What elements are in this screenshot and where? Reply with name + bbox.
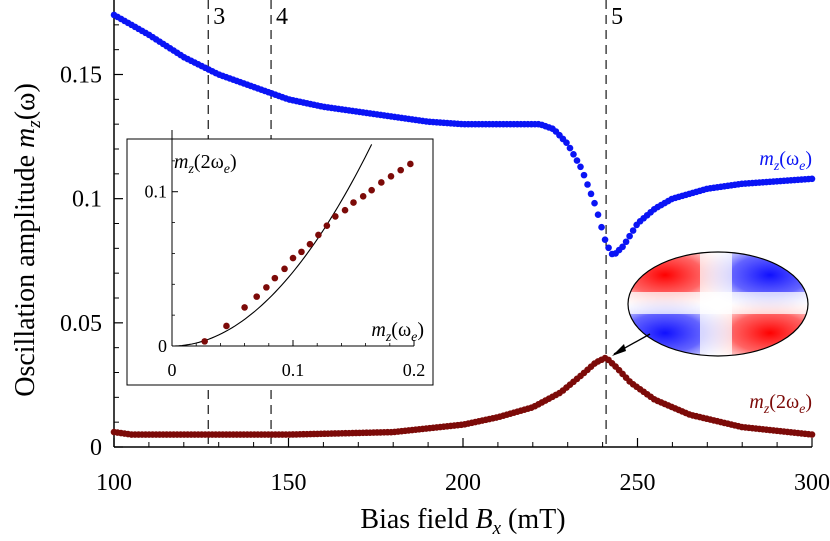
data-point	[594, 211, 602, 219]
inset-x-tick-label: 0.1	[282, 360, 305, 380]
inset-data-point	[263, 284, 270, 291]
marker-label: 4	[276, 4, 288, 30]
data-point	[563, 139, 570, 147]
data-point	[626, 232, 633, 240]
data-point	[598, 223, 605, 231]
inset-data-point	[387, 172, 395, 180]
inset-data-point	[323, 222, 331, 229]
inset-data-point	[350, 199, 357, 206]
data-point	[591, 199, 598, 207]
position-markers: 3 4 5	[207, 0, 623, 447]
data-point	[577, 163, 584, 171]
x-tick-label: 150	[271, 470, 307, 496]
data-point	[808, 175, 816, 183]
inset-x-tick-label: 0	[168, 360, 177, 380]
series-label-mz-2omega: mz(2ωe)	[749, 391, 812, 417]
inset-points	[201, 160, 414, 345]
inset-data-point	[359, 193, 367, 200]
inset-frame	[126, 138, 434, 386]
inset-data-point	[241, 304, 248, 311]
data-point	[573, 157, 581, 164]
data-point	[587, 190, 595, 198]
inset-data-point	[298, 248, 305, 256]
data-point	[601, 236, 609, 243]
y-tick-label: 0.15	[60, 63, 102, 89]
x-axis-label: Bias field Bx (mT)	[360, 504, 565, 539]
main-ticks: 100 150 200 250 300 0 0.05 0.1 0.15	[60, 24, 830, 496]
inset-data-point	[407, 160, 414, 168]
series-mz-2omega	[110, 354, 816, 438]
inset-y-label: mz(2ωe)	[174, 151, 237, 177]
inset-data-point	[315, 231, 322, 239]
series-mz-omega	[110, 11, 816, 258]
data-point	[566, 144, 574, 152]
series-label-mz-omega: mz(ωe)	[759, 148, 812, 174]
data-point	[605, 244, 612, 252]
x-tick-label: 250	[620, 470, 656, 496]
data-point	[629, 227, 637, 234]
data-point	[580, 171, 588, 179]
inset-y-tick-label: 0.1	[145, 182, 168, 202]
inset-data-point	[223, 322, 230, 330]
data-point	[808, 431, 816, 438]
y-axis-label: Oscillation amplitude mz(ω)	[10, 83, 45, 397]
inset-data-point	[281, 265, 288, 273]
inset-data-point	[289, 254, 297, 262]
inset-data-point	[306, 240, 314, 248]
y-tick-label: 0.1	[72, 187, 102, 213]
inset-data-point	[332, 213, 339, 220]
inset-chart: 0 0.1 0.2 0 0.1 mz(2ωe) mz(ωe)	[126, 130, 434, 386]
y-tick-label: 0.05	[60, 311, 102, 337]
inset-data-point	[201, 338, 208, 345]
inset-y-tick-label: 0	[158, 336, 167, 356]
x-tick-label: 100	[96, 470, 132, 496]
inset-data-point	[271, 274, 279, 282]
y-tick-label: 0	[90, 435, 102, 461]
inset-ticks: 0 0.1 0.2 0 0.1	[145, 160, 426, 380]
x-tick-label: 200	[445, 470, 481, 496]
inset-x-tick-label: 0.2	[403, 360, 426, 380]
inset-x-label: mz(ωe)	[371, 319, 424, 345]
inset-data-point	[378, 179, 385, 186]
data-point	[570, 151, 577, 158]
mode-profile-image	[612, 251, 809, 357]
data-point	[622, 238, 630, 246]
marker-label: 3	[213, 4, 225, 30]
inset-data-point	[341, 206, 349, 214]
data-point	[619, 243, 626, 251]
arrow-head	[612, 344, 626, 356]
inset-data-point	[368, 186, 375, 194]
inset-data-point	[253, 293, 260, 300]
x-tick-label: 300	[794, 470, 830, 496]
data-point	[584, 181, 591, 188]
inset-data-point	[397, 166, 404, 174]
marker-label: 5	[611, 4, 623, 30]
